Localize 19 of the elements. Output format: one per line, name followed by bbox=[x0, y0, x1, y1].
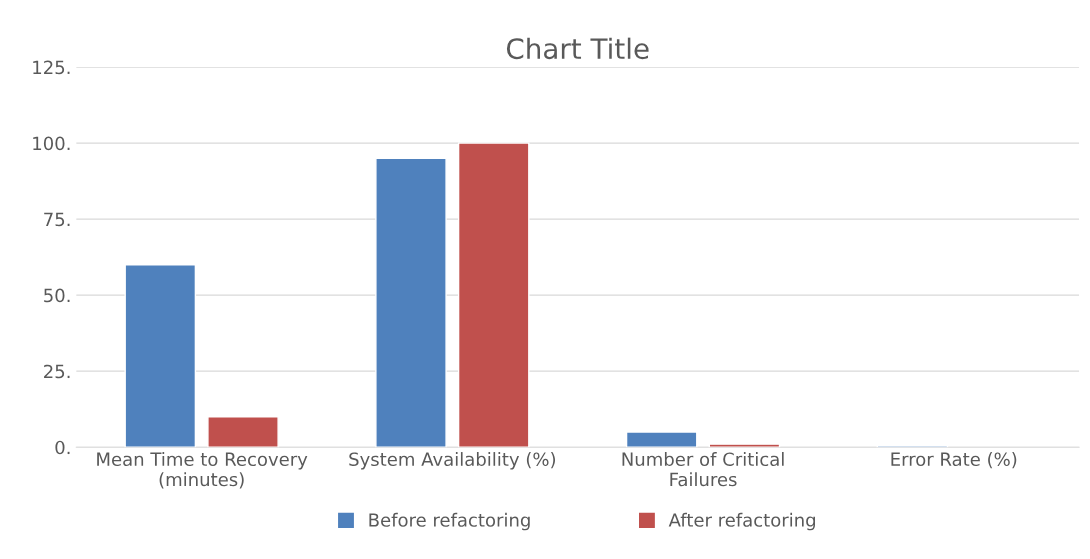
y-tick-label: 75. bbox=[44, 212, 70, 227]
legend-label: Before refactoring bbox=[369, 512, 530, 531]
y-tick-label: 0. bbox=[55, 440, 70, 455]
bar bbox=[708, 443, 781, 448]
x-tick-label: System Availability (%) bbox=[349, 452, 556, 470]
bar bbox=[625, 431, 698, 448]
x-tick-label: Number of Critical Failures bbox=[622, 452, 784, 487]
y-tick-label: 50. bbox=[44, 288, 70, 303]
x-tick-label: Error Rate (%) bbox=[891, 452, 1017, 469]
bar bbox=[207, 416, 279, 448]
bar bbox=[375, 157, 447, 448]
y-tick-label: 100. bbox=[33, 136, 70, 151]
y-tick-label: 125. bbox=[33, 60, 70, 75]
bar bbox=[124, 264, 197, 448]
bar bbox=[457, 142, 530, 448]
chart-title: Chart Title bbox=[506, 37, 649, 60]
x-tick-label: Mean Time to Recovery (minutes) bbox=[97, 452, 308, 489]
y-tick-label: 25. bbox=[44, 364, 70, 379]
legend-label: After refactoring bbox=[668, 512, 815, 531]
